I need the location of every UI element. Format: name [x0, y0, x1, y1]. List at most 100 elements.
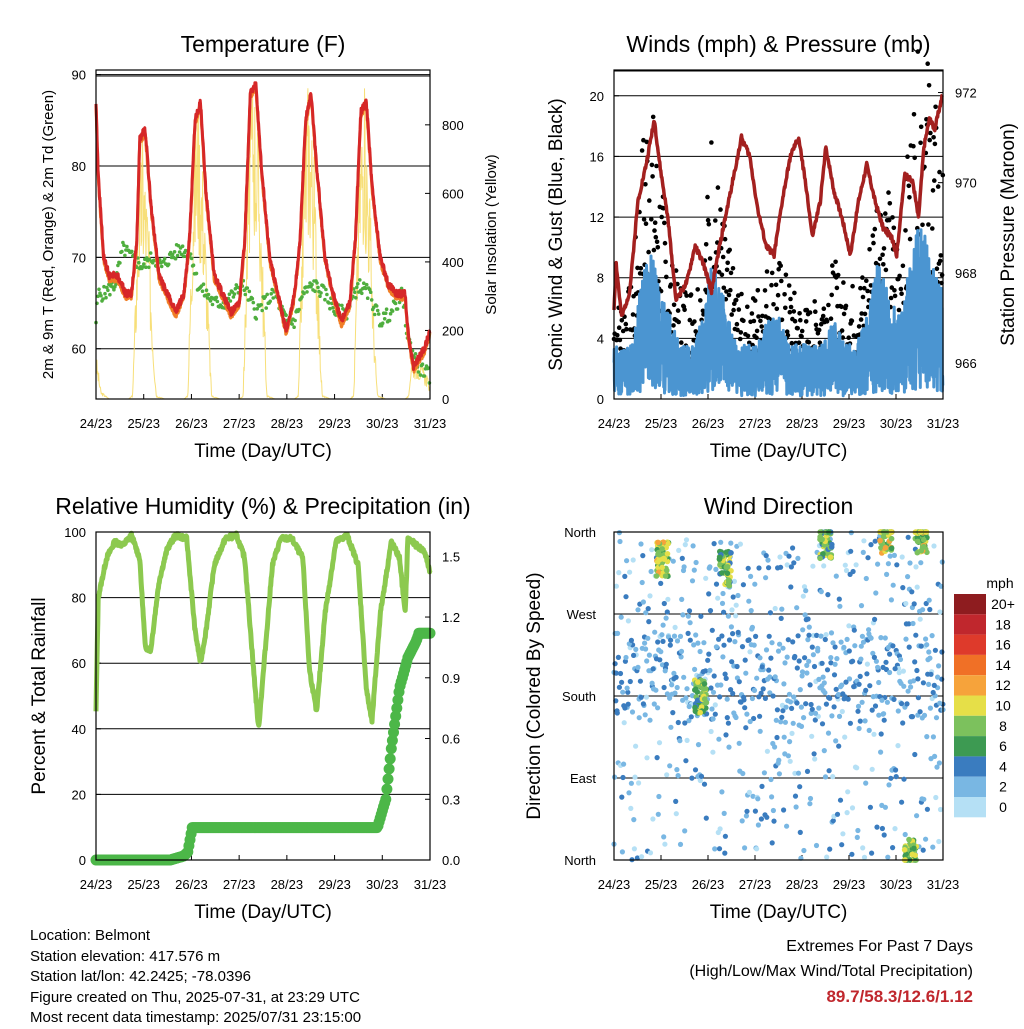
- x-tick-label: 25/23: [127, 416, 160, 431]
- gust-point: [937, 169, 942, 175]
- direction-point: [649, 547, 655, 553]
- gust-point: [737, 336, 743, 342]
- direction-point: [797, 829, 803, 836]
- gust-point: [860, 275, 865, 280]
- direction-point: [806, 632, 812, 638]
- direction-point: [857, 718, 863, 724]
- direction-point: [899, 799, 905, 805]
- direction-point: [881, 711, 887, 717]
- direction-point: [622, 705, 628, 711]
- gust-point: [738, 330, 744, 335]
- rainfall-point: [388, 726, 399, 738]
- direction-point: [766, 565, 772, 571]
- gust-point: [932, 141, 938, 147]
- direction-point: [717, 826, 723, 832]
- direction-point: [934, 764, 940, 770]
- x-axis-label-3: Time (Day/UTC): [194, 902, 332, 923]
- legend-swatch: [954, 756, 986, 777]
- direction-point: [863, 575, 869, 582]
- dewpoint-point: [316, 285, 320, 290]
- direction-point: [711, 673, 717, 679]
- gust-point: [649, 217, 654, 222]
- y-tick-label: 20: [72, 787, 86, 802]
- dewpoint-point: [191, 263, 196, 268]
- direction-point: [825, 730, 832, 736]
- direction-point: [612, 661, 618, 667]
- direction-point: [728, 624, 735, 630]
- direction-point: [860, 549, 866, 556]
- direction-point: [831, 672, 838, 678]
- direction-point: [683, 758, 689, 764]
- gust-point: [883, 267, 889, 273]
- direction-point: [716, 636, 722, 642]
- direction-point: [689, 578, 696, 584]
- dewpoint-point: [313, 289, 317, 294]
- direction-point: [930, 689, 936, 696]
- direction-point: [903, 851, 909, 857]
- gust-point: [820, 313, 826, 319]
- direction-point: [875, 664, 881, 670]
- direction-point: [635, 664, 641, 671]
- legend-swatch: [954, 715, 986, 737]
- dewpoint-point: [271, 296, 276, 300]
- gust-point: [698, 298, 703, 303]
- direction-point: [799, 673, 805, 679]
- direction-point: [725, 613, 732, 619]
- direction-point: [848, 548, 854, 554]
- y-tick-label: 70: [72, 250, 86, 265]
- gust-point: [759, 324, 764, 329]
- direction-point: [836, 596, 842, 602]
- direction-point: [719, 633, 725, 639]
- direction-point: [640, 553, 646, 559]
- dewpoint-point: [254, 317, 259, 321]
- direction-point: [895, 743, 901, 749]
- gust-point: [856, 324, 862, 329]
- direction-point: [700, 685, 706, 692]
- gust-point: [864, 278, 869, 284]
- direction-point: [614, 710, 620, 716]
- gust-point: [927, 137, 932, 143]
- direction-point: [755, 822, 762, 828]
- direction-point: [800, 593, 806, 599]
- gust-point: [871, 240, 876, 246]
- direction-point: [631, 846, 638, 852]
- direction-point: [776, 757, 782, 763]
- direction-point: [917, 709, 923, 715]
- direction-point: [906, 644, 912, 650]
- y-tick-label: 80: [72, 159, 86, 174]
- direction-point: [926, 681, 932, 688]
- direction-point: [695, 742, 702, 748]
- direction-point: [718, 539, 724, 545]
- direction-point: [827, 695, 833, 701]
- direction-point: [847, 720, 854, 726]
- legend-label: 6: [999, 738, 1007, 754]
- direction-point: [812, 756, 818, 762]
- direction-point: [779, 606, 785, 612]
- legend-label: 0: [999, 799, 1007, 815]
- direction-point: [671, 670, 677, 677]
- wind-speed-line: [612, 228, 945, 398]
- direction-point: [906, 621, 912, 627]
- dewpoint-point: [375, 308, 380, 313]
- direction-point: [855, 708, 861, 714]
- dewpoint-point: [97, 287, 101, 292]
- gust-point: [821, 306, 827, 312]
- dewpoint-point: [393, 301, 398, 306]
- rainfall-point: [384, 753, 396, 765]
- direction-point: [640, 599, 647, 605]
- direction-point: [833, 686, 839, 692]
- gust-point: [880, 252, 885, 258]
- direction-point: [937, 700, 943, 706]
- dewpoint-point: [215, 299, 220, 304]
- direction-point: [710, 689, 717, 695]
- direction-point: [787, 699, 794, 705]
- y2-tick-label: 970: [955, 176, 977, 191]
- gust-point: [745, 304, 750, 310]
- dewpoint-point: [137, 260, 141, 265]
- direction-point: [907, 560, 913, 566]
- direction-point: [782, 660, 788, 666]
- direction-point: [807, 682, 813, 688]
- chart-title-2: Winds (mph) & Pressure (mb): [626, 31, 930, 57]
- y-tick-label: 16: [590, 149, 604, 164]
- direction-point: [765, 557, 771, 563]
